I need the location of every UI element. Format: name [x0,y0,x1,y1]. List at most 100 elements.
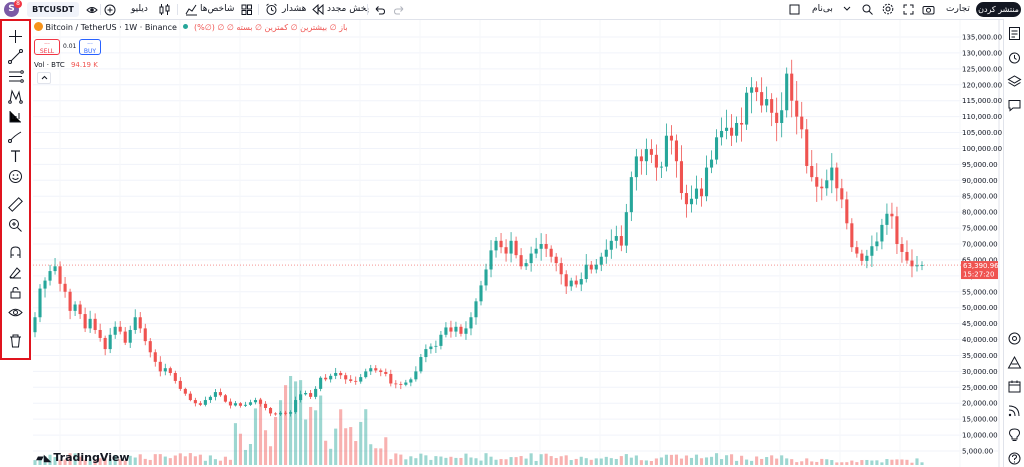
candle [745,87,749,130]
volume-bar [740,455,744,465]
volume-bar [649,460,653,465]
price-axis-label: 50,000.00 [962,304,998,312]
tradingview-logo[interactable]: ▰◣ TradingView [36,451,130,464]
pattern-icon[interactable] [7,88,24,105]
volume-bar [694,454,699,465]
candle-style-icon[interactable] [158,3,171,22]
brush-icon[interactable] [7,128,24,145]
indicators-icon[interactable] [185,3,198,22]
volume-bar [790,459,794,465]
volume-bar [48,454,52,465]
magnet-icon[interactable] [7,244,24,261]
ideas-triangle-icon[interactable] [1007,355,1022,370]
volume-bar [339,409,343,465]
candle [489,240,493,278]
indicators-button[interactable]: شاخص‌ها [200,4,235,14]
target-icon[interactable] [1007,331,1022,346]
calendar-icon[interactable] [1007,379,1022,394]
symbol-search-button[interactable]: BTCUSDT [27,2,79,17]
redo-icon[interactable] [394,4,405,23]
lock-icon[interactable] [7,284,24,301]
watchlist-icon[interactable] [1007,26,1022,41]
volume-bar [735,460,739,465]
candle [153,349,157,367]
layout-square-icon[interactable] [789,4,800,23]
volume-bar [168,458,172,465]
chevron-down-icon[interactable] [843,6,851,25]
help-question-icon[interactable] [1007,451,1022,466]
stay-drawing-icon[interactable] [7,264,24,281]
volume-bar [619,456,623,465]
ruler-icon[interactable] [7,196,24,213]
volume-bar [213,459,217,465]
alert-button[interactable]: هشدار [282,4,307,14]
legend-collapse-button[interactable] [37,72,51,84]
volume-bar [193,456,197,465]
settings-gear-icon[interactable] [882,3,894,22]
volume-bar [709,456,714,465]
price-axis[interactable]: 135,000.00 130,000.00 125,000.00 120,000.00… [962,34,1002,456]
volume-bar [920,462,924,465]
publish-button[interactable]: منتشر کردن [976,2,1021,17]
trend-line-icon[interactable] [7,48,24,65]
candle [253,397,258,405]
buy-price: ··· [87,41,93,48]
candle [168,366,172,376]
forecasting-icon[interactable] [7,108,24,125]
candle [364,368,368,379]
alerts-clock-icon[interactable] [1007,50,1022,65]
fib-retracement-icon[interactable] [7,68,24,85]
interval-button[interactable]: دیلیو [131,4,148,14]
text-icon[interactable] [7,148,24,165]
crosshair-icon[interactable] [7,28,24,45]
volume-bar [830,460,834,465]
volume-bar [519,456,523,465]
candle [238,402,243,408]
search-icon[interactable] [862,4,873,23]
volume-bar [659,457,663,465]
layers-icon[interactable] [1007,74,1022,89]
volume-bar [810,461,814,465]
price-chart[interactable]: 135,000.00 130,000.00 125,000.00 120,000.00… [0,0,1003,467]
buy-button[interactable]: ··· BUY [79,39,101,55]
lightbulb-icon[interactable] [1007,427,1022,442]
countdown-label: 15:27:20 [963,271,994,279]
camera-icon[interactable] [922,4,935,23]
candle [108,328,112,354]
candle [584,254,588,283]
trash-icon[interactable] [7,332,24,349]
candle [920,261,924,271]
candle [895,206,899,255]
volume-bar [624,454,628,465]
replay-button[interactable]: پخش مجدد [327,4,370,14]
candle [890,202,894,229]
layout-name-button[interactable]: بی‌نام [812,4,833,14]
volume-bar [88,459,92,465]
emoji-icon[interactable] [7,168,24,185]
layout-grid-icon[interactable] [241,4,252,23]
compare-icon[interactable] [86,4,98,23]
volume-bar [780,455,784,465]
candle [78,300,82,319]
candle [414,366,418,382]
candle [98,323,102,342]
candle [599,252,603,272]
sell-button[interactable]: ··· SELL [34,39,60,55]
candle [459,324,463,337]
price-axis-label: 15,000.00 [962,416,998,424]
symbol-title[interactable]: Bitcoin / TetherUS · 1W · Binance [45,23,177,32]
volume-bar [389,459,393,465]
candle [900,237,904,263]
fullscreen-icon[interactable] [903,4,914,23]
add-symbol-icon[interactable] [104,4,116,23]
zoom-in-icon[interactable] [7,217,24,234]
chat-icon[interactable] [1007,98,1022,113]
trade-button[interactable]: تجارت [946,4,970,14]
broadcast-icon[interactable] [1007,403,1022,418]
eye-visibility-icon[interactable] [7,304,24,321]
replay-icon[interactable] [312,4,324,23]
volume-bar [359,421,363,465]
alert-clock-icon[interactable] [265,3,278,22]
sell-price: ··· [44,41,50,48]
undo-icon[interactable] [374,4,385,23]
